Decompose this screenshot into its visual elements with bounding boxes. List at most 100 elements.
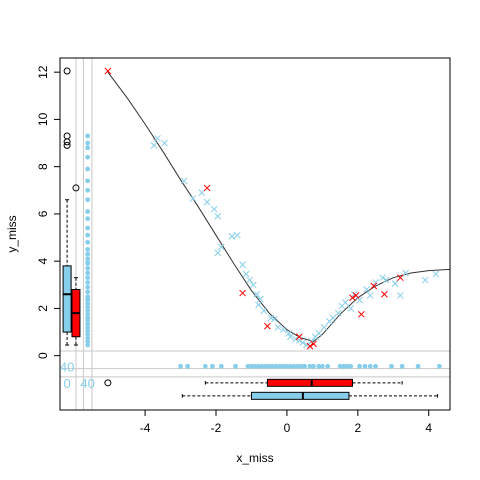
observed-point-stroke bbox=[329, 314, 337, 322]
y-tick-label: 4 bbox=[36, 258, 50, 265]
y-missing-dot bbox=[389, 363, 394, 369]
imputed-point-stroke bbox=[381, 290, 388, 298]
y-missing-dot bbox=[436, 363, 442, 369]
points-layer bbox=[85, 67, 442, 369]
x-tick-label: -4 bbox=[140, 421, 151, 435]
missing-count-both: 0 bbox=[63, 376, 70, 391]
observed-point-stroke bbox=[198, 189, 206, 197]
y-missing-dot bbox=[252, 363, 258, 369]
x-tick-label: 2 bbox=[354, 421, 361, 435]
observed-point bbox=[299, 339, 307, 347]
boxplot-y-observed-outlier bbox=[63, 67, 71, 75]
observed-point-stroke bbox=[397, 292, 404, 299]
x-missing-dot bbox=[85, 256, 91, 262]
x-missing-dot bbox=[85, 166, 91, 172]
observed-point-stroke bbox=[432, 270, 440, 278]
x-missing-dot bbox=[85, 284, 91, 290]
imputed-point bbox=[239, 289, 246, 297]
observed-point bbox=[246, 276, 254, 284]
boxplot-x-imputed bbox=[104, 378, 403, 387]
observed-point bbox=[198, 189, 206, 197]
observed-point bbox=[315, 329, 323, 337]
y-missing-dot bbox=[288, 363, 293, 369]
observed-point-stroke bbox=[271, 315, 278, 323]
imputed-point bbox=[370, 282, 378, 290]
observed-point-stroke bbox=[372, 279, 379, 286]
y-missing-dot bbox=[245, 363, 251, 369]
y-axis-label: y_miss bbox=[5, 215, 19, 252]
x-missing-dot bbox=[85, 335, 91, 341]
imputed-point bbox=[306, 342, 314, 350]
x-tick-label: 0 bbox=[284, 421, 291, 435]
observed-point-stroke bbox=[233, 231, 241, 239]
y-missing-dot bbox=[270, 363, 276, 369]
observed-point bbox=[397, 292, 404, 299]
observed-point-stroke bbox=[363, 286, 371, 293]
imputed-point-stroke bbox=[370, 282, 378, 290]
y-tick-label: 6 bbox=[36, 210, 50, 217]
observed-point bbox=[366, 292, 374, 299]
x-missing-dot bbox=[85, 324, 91, 330]
imputed-point bbox=[397, 274, 404, 282]
x-missing-dot bbox=[85, 289, 91, 295]
imputed-point bbox=[358, 310, 365, 318]
x-missing-dot bbox=[85, 321, 91, 327]
observed-point-stroke bbox=[421, 276, 429, 284]
y-missing-dot bbox=[325, 363, 331, 369]
imputed-point-stroke bbox=[203, 184, 211, 192]
observed-point-stroke bbox=[366, 292, 374, 299]
observed-point-stroke bbox=[214, 249, 222, 257]
observed-point bbox=[372, 279, 379, 286]
boxplot-y-observed-outlier bbox=[63, 132, 71, 140]
y-missing-dot bbox=[256, 363, 261, 369]
observed-point bbox=[214, 212, 222, 220]
y-tick-label: 8 bbox=[36, 163, 50, 170]
observed-point-stroke bbox=[292, 335, 300, 343]
imputed-point-stroke bbox=[239, 289, 246, 297]
imputed-point-stroke bbox=[352, 292, 360, 299]
x-missing-dot bbox=[85, 232, 91, 238]
boxplot-x-observed bbox=[181, 391, 439, 400]
observed-point-stroke bbox=[189, 195, 197, 202]
x-missing-dot bbox=[85, 301, 91, 307]
y-missing-dot bbox=[415, 363, 421, 369]
missing-value-bands bbox=[60, 58, 450, 410]
observed-point bbox=[150, 142, 158, 149]
x-missing-dot bbox=[85, 311, 91, 317]
y-missing-dot bbox=[185, 363, 191, 369]
x-missing-dot bbox=[85, 225, 91, 231]
imputed-point bbox=[349, 294, 356, 302]
observed-point-stroke bbox=[342, 299, 349, 306]
x-missing-dot bbox=[85, 328, 91, 334]
observed-point-stroke bbox=[402, 269, 410, 277]
x-missing-dot bbox=[85, 154, 91, 160]
observed-point-stroke bbox=[253, 290, 261, 298]
imputed-point bbox=[352, 292, 360, 299]
fitted-curve bbox=[107, 71, 451, 343]
observed-point bbox=[287, 333, 294, 341]
y-missing-dot bbox=[263, 363, 269, 369]
x-missing-dot bbox=[85, 197, 91, 203]
observed-point bbox=[432, 270, 440, 278]
y-tick-label: 12 bbox=[36, 65, 50, 79]
observed-point-stroke bbox=[267, 314, 275, 322]
y-missing-dot bbox=[295, 363, 300, 369]
y-missing-dot bbox=[210, 363, 215, 369]
observed-point-stroke bbox=[280, 326, 287, 334]
observed-point bbox=[203, 198, 211, 206]
x-missing-dot bbox=[85, 216, 91, 222]
boxplot-y-imputed bbox=[71, 184, 81, 346]
imputed-point-stroke bbox=[264, 322, 271, 330]
x-missing-dot bbox=[85, 246, 91, 252]
y-missing-dot bbox=[273, 363, 279, 369]
observed-point bbox=[189, 195, 197, 202]
observed-point-stroke bbox=[299, 339, 307, 347]
fitted-curve-layer bbox=[107, 71, 451, 343]
boxplot-y-imputed-outlier bbox=[72, 184, 80, 192]
observed-point bbox=[267, 314, 275, 322]
y-missing-dot bbox=[311, 363, 316, 369]
x-missing-dot bbox=[85, 275, 91, 281]
observed-point-stroke bbox=[154, 134, 161, 142]
